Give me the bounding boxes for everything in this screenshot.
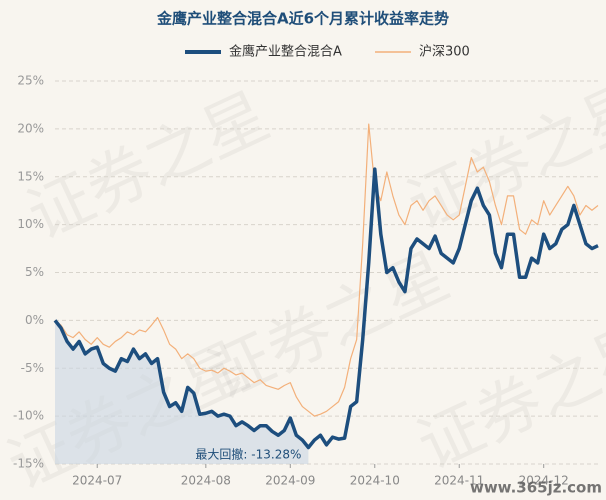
y-tick-label: 10%	[17, 217, 44, 231]
y-tick-label: 25%	[17, 74, 44, 88]
legend-label: 金鹰产业整合混合A	[229, 44, 342, 60]
y-tick-label: -15%	[13, 457, 44, 471]
chart-title: 金鹰产业整合混合A近6个月累计收益率走势	[156, 10, 449, 28]
y-tick-label: 15%	[17, 169, 44, 183]
y-tick-label: -10%	[13, 409, 44, 423]
legend-label: 沪深300	[419, 44, 470, 60]
y-tick-label: 5%	[25, 265, 44, 279]
watermark: 证券之星	[17, 79, 280, 254]
annotation: 最大回撤: -13.28%	[195, 447, 301, 462]
y-tick-label: 20%	[17, 121, 44, 135]
x-tick-label: 2024-12	[519, 474, 569, 488]
x-tick-label: 2024-11	[434, 474, 484, 488]
watermark: 证券之星	[407, 309, 606, 484]
watermark: 证券之星	[397, 69, 606, 244]
series-line	[53, 167, 599, 450]
series-line	[54, 123, 599, 417]
x-tick-label: 2024-09	[265, 474, 315, 488]
x-tick-label: 2024-08	[181, 474, 231, 488]
site-mark: www.365jz.com	[470, 479, 602, 497]
y-tick-label: -5%	[21, 361, 44, 375]
x-tick-label: 2024-10	[350, 474, 400, 488]
y-tick-label: 0%	[25, 313, 44, 327]
x-tick-label: 2024-07	[72, 474, 122, 488]
drawdown-area	[55, 320, 309, 464]
